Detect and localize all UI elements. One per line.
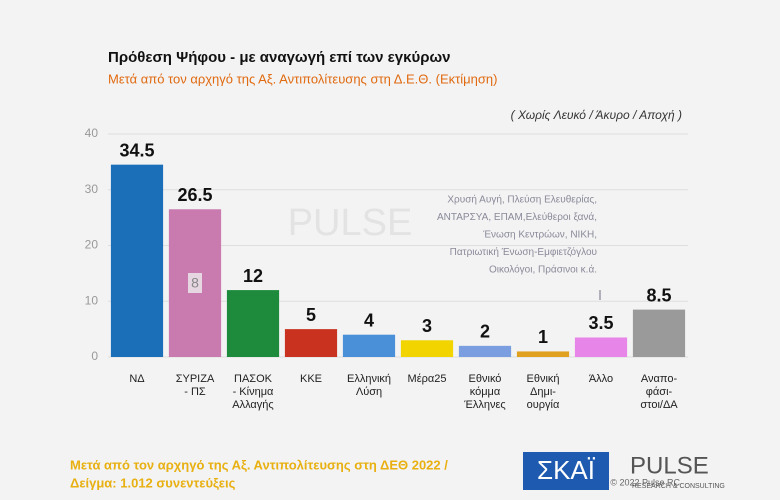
bar: [284, 329, 338, 357]
pulse-logo: PULSE: [630, 452, 709, 479]
bar: [400, 340, 454, 357]
value-label: 2: [480, 322, 490, 342]
bar: [574, 337, 628, 357]
x-tick-label: ΣΥΡΙΖΑ - ΠΣ: [175, 373, 215, 398]
x-tick-label: ΠΑΣΟΚ - Κίνημα Αλλαγής: [232, 373, 274, 411]
value-label: 26.5: [177, 185, 212, 205]
x-tick-label: Αναπο- φάσι- στοι/ΔΑ: [640, 373, 678, 411]
chart-title: Πρόθεση Ψήφου - με αναγωγή επί των εγκύρ…: [108, 49, 451, 66]
inner-annotation-box: [188, 273, 202, 293]
chart-subtitle: Μετά από τον αρχηγό της Αξ. Αντιπολίτευσ…: [108, 71, 497, 86]
x-tick-label: Εθνική Δημι- ουργία: [526, 373, 560, 411]
value-label: 34.5: [119, 140, 154, 160]
y-tick-label: 10: [85, 293, 99, 307]
value-label: 4: [364, 310, 374, 330]
value-label: 3.5: [588, 313, 613, 333]
annotation: Πατριωτική Ένωση-Εμφιετζόγλου: [450, 246, 597, 258]
bar: [516, 351, 570, 357]
value-label: 3: [422, 316, 432, 336]
value-label: 5: [306, 305, 316, 325]
value-label: 1: [538, 327, 548, 347]
y-tick-label: 20: [85, 238, 99, 252]
bar: [226, 290, 280, 357]
skai-logo: [523, 452, 609, 490]
bar: [110, 164, 164, 357]
annotation: Χρυσή Αυγή, Πλεύση Ελευθερίας,: [447, 194, 597, 206]
y-tick-label: 40: [85, 126, 99, 140]
footer: Δείγμα: 1.012 συνεντεύξεις: [70, 475, 236, 490]
pulse-logo-sub: RESEARCH & CONSULTING: [632, 483, 725, 490]
y-tick-label: 0: [91, 349, 98, 363]
inner-annotation: 8: [191, 275, 199, 291]
footer: Μετά από τον αρχηγό της Αξ. Αντιπολίτευσ…: [70, 457, 448, 472]
x-tick-label: Μέρα25: [407, 373, 447, 385]
watermark: PULSE: [288, 202, 413, 244]
skai-logo-text: ΣΚΑΪ: [537, 455, 596, 485]
x-tick-label: Άλλο: [588, 373, 614, 385]
y-tick-label: 30: [85, 182, 99, 196]
bar: [342, 334, 396, 357]
annotation: Οικολόγοι, Πράσινοι κ.ά.: [489, 264, 597, 276]
x-tick-label: ΚΚΕ: [299, 373, 322, 385]
bar: [458, 345, 512, 357]
note: ( Χωρίς Λευκό / Άκυρο / Αποχή ): [511, 108, 682, 122]
copyright: © 2022 Pulse RC: [610, 477, 680, 487]
bar: [632, 309, 686, 357]
annotation: ΑΝΤΑΡΣΥΑ, ΕΠΑΜ,Ελεύθεροι ξανά,: [437, 211, 597, 223]
x-tick-label: Ελληνική Λύση: [346, 373, 392, 398]
annotation: Ένωση Κεντρώων, ΝΙΚΗ,: [482, 229, 597, 241]
value-label: 12: [243, 266, 263, 286]
x-tick-label: ΝΔ: [129, 373, 145, 385]
x-tick-label: Εθνικό κόμμα Έλληνες: [464, 373, 506, 411]
value-label: 8.5: [646, 285, 671, 305]
